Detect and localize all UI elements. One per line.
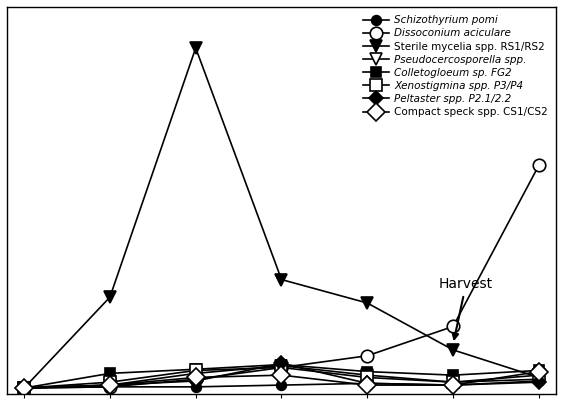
- Legend: Schizothyrium pomi, Dissoconium aciculare, Sterile mycelia spp. RS1/RS2, Pseudoc: Schizothyrium pomi, Dissoconium acicular…: [360, 12, 551, 120]
- Text: Harvest: Harvest: [439, 277, 493, 339]
